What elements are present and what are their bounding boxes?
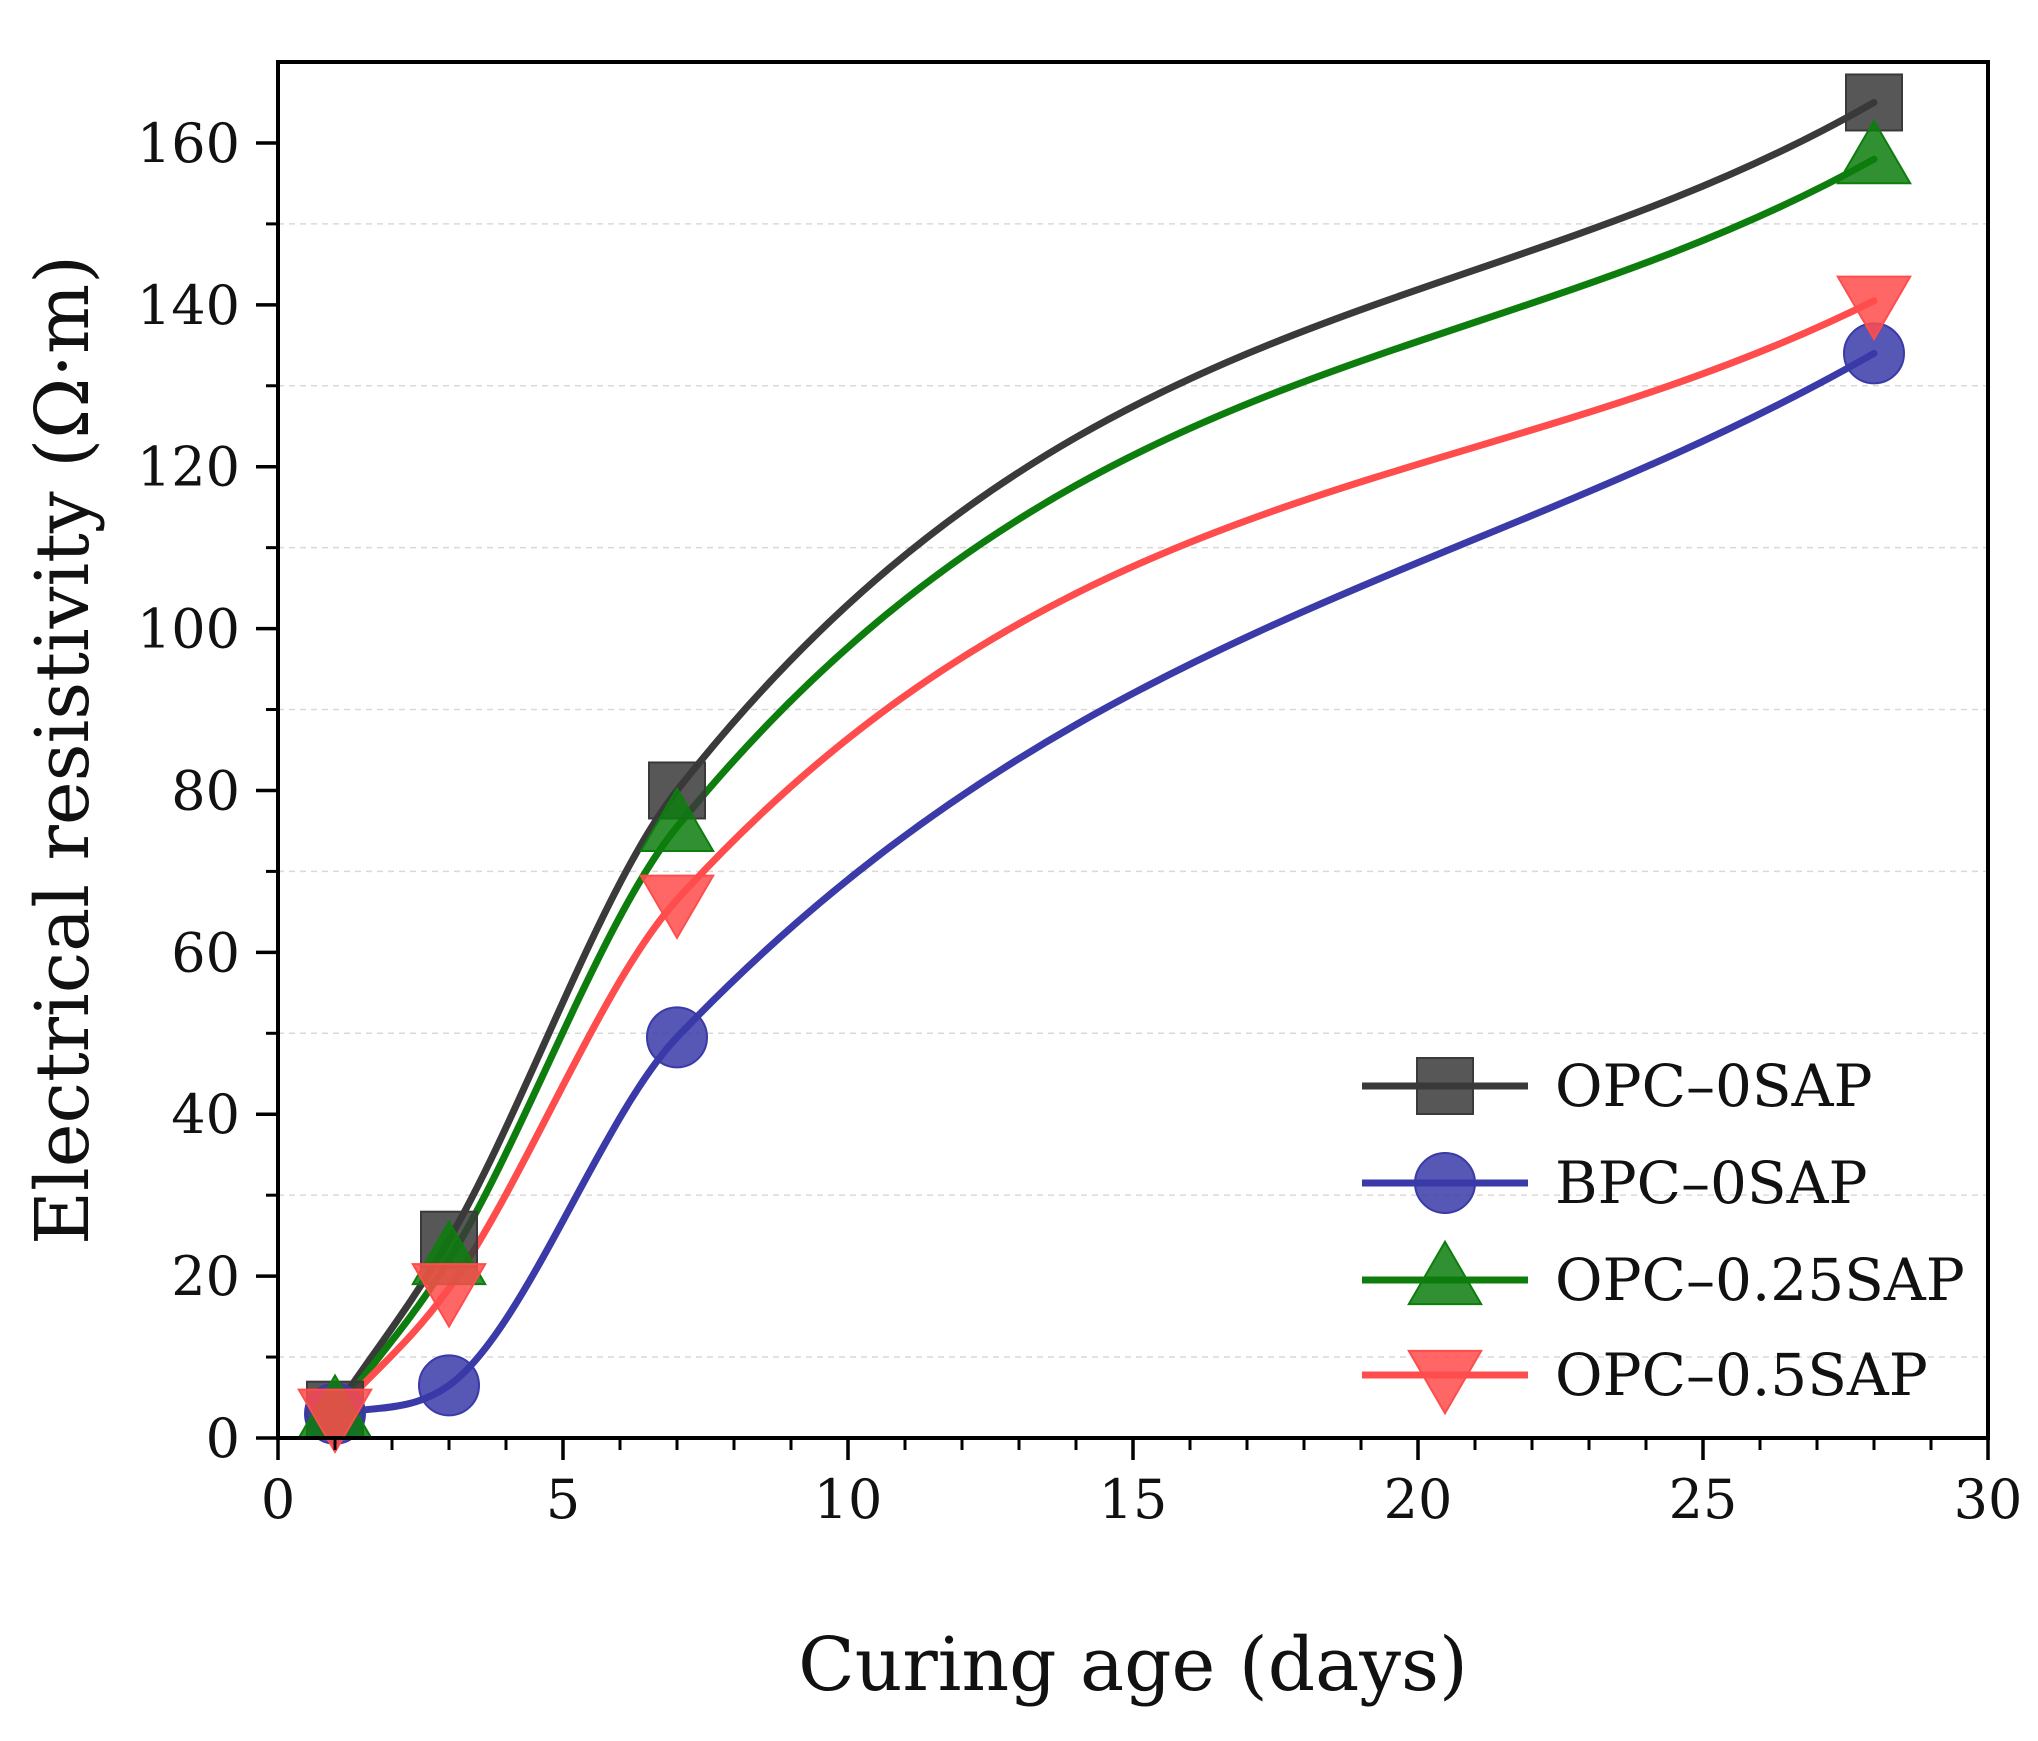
- data-point-opc-0-25sap: [639, 786, 715, 853]
- x-tick-label: 5: [546, 1468, 580, 1531]
- x-tick-label: 0: [261, 1468, 295, 1531]
- data-point-opc-0-5sap: [639, 874, 715, 940]
- data-point-opc-0-5sap: [297, 1388, 373, 1454]
- grid-lines: [278, 223, 1988, 1358]
- x-tick-label: 25: [1669, 1468, 1738, 1531]
- y-tick-label: 0: [206, 1407, 240, 1470]
- y-tick-label: 100: [137, 598, 240, 661]
- data-point-bpc-0sap: [418, 1354, 480, 1417]
- y-tick-label: 60: [171, 921, 240, 984]
- y-tick-label: 20: [171, 1245, 240, 1308]
- data-point-opc-0-25sap: [1836, 118, 1912, 185]
- y-tick-label: 160: [137, 112, 240, 175]
- legend-marker-bpc-0sap: [1414, 1152, 1476, 1214]
- x-tick-label: 10: [814, 1468, 883, 1531]
- axis-ticks: 0 5 10 15 20 25 30 0 20 40 60 80 100 120 140 160: [137, 112, 2022, 1531]
- x-tick-label: 30: [1954, 1468, 2023, 1531]
- y-axis-title: Electrical resistivity (Ω·m): [20, 255, 106, 1245]
- series-lines: [331, 98, 1878, 1418]
- y-tick-label: 40: [171, 1083, 240, 1146]
- legend-marker-opc-0sap: [1416, 1057, 1474, 1115]
- legend-marker-opc-0-25sap: [1407, 1239, 1483, 1306]
- data-point-opc-0-5sap: [411, 1263, 487, 1329]
- y-tick-label: 120: [137, 436, 240, 499]
- series-markers: [297, 73, 1912, 1454]
- legend-label-opc-0sap: OPC–0SAP: [1555, 1052, 1873, 1120]
- y-tick-label: 80: [171, 759, 240, 822]
- y-tick-label: 140: [137, 274, 240, 337]
- data-point-opc-0-5sap: [1836, 275, 1912, 341]
- legend: OPC–0SAP BPC–0SAP OPC–0.25SAP OPC–0.5SAP: [1362, 1052, 1965, 1416]
- legend-label-bpc-0sap: BPC–0SAP: [1555, 1149, 1868, 1217]
- x-tick-label: 20: [1384, 1468, 1453, 1531]
- legend-label-opc-0-25sap: OPC–0.25SAP: [1555, 1246, 1965, 1314]
- data-point-bpc-0sap: [646, 1006, 708, 1069]
- x-tick-label: 15: [1099, 1468, 1168, 1531]
- series-line-opc-0-25sap: [331, 155, 1878, 1418]
- legend-label-opc-0-5sap: OPC–0.5SAP: [1555, 1341, 1928, 1409]
- plot-frame: [276, 60, 1990, 1440]
- legend-marker-opc-0-5sap: [1407, 1349, 1483, 1416]
- x-axis-title: Curing age (days): [798, 1622, 1468, 1708]
